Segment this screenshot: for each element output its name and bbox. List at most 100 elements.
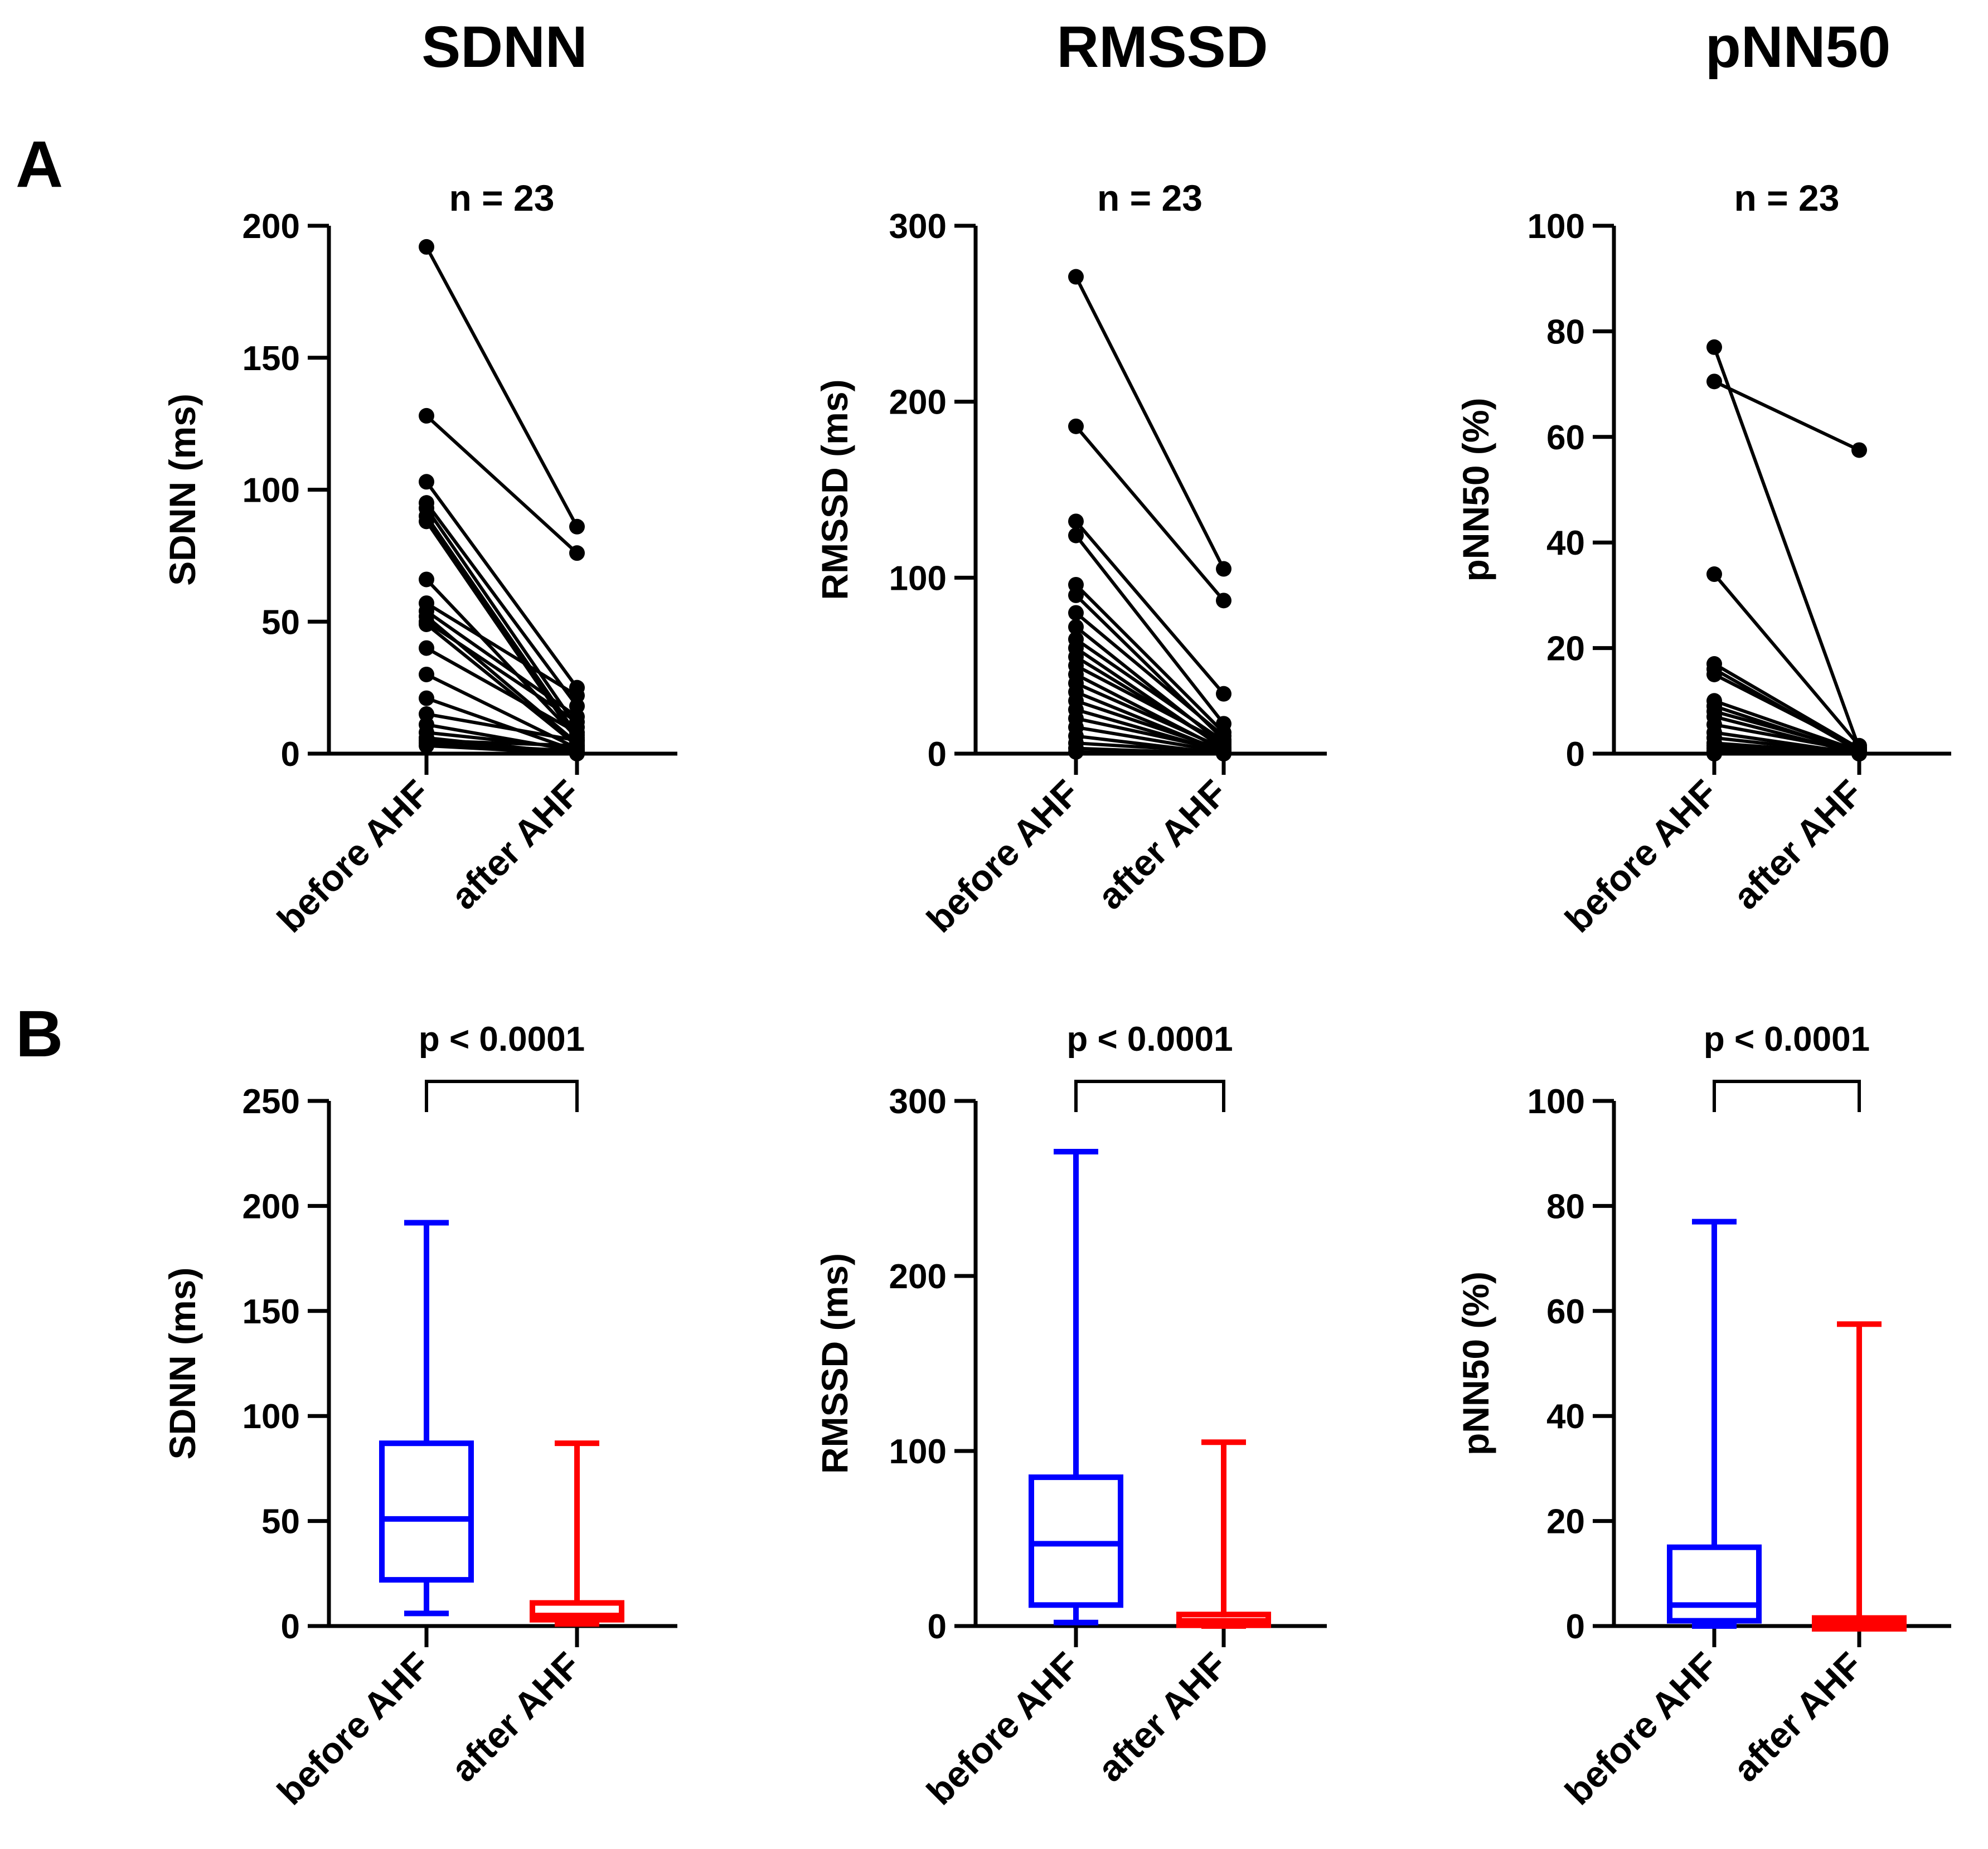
x-tick-label: before AHF xyxy=(269,772,438,940)
point-after xyxy=(569,746,585,761)
point-before xyxy=(1706,746,1722,761)
pair-line xyxy=(426,744,578,755)
pair-line xyxy=(1074,583,1225,734)
point-after xyxy=(569,518,585,535)
y-axis-label: RMSSD (ms) xyxy=(814,379,855,600)
box-iqr xyxy=(1667,1544,1762,1624)
box-before xyxy=(1667,1219,1762,1629)
y-tick-label: 80 xyxy=(1546,313,1585,351)
pair-line xyxy=(1714,710,1860,753)
y-tick-label: 0 xyxy=(928,735,947,774)
pair-line xyxy=(1714,699,1860,753)
y-tick-label: 200 xyxy=(889,384,947,422)
pair-line xyxy=(1075,681,1225,750)
x-tick-label: before AHF xyxy=(1557,772,1725,940)
point-after xyxy=(569,687,585,703)
x-tick-label: after AHF xyxy=(443,1644,588,1790)
p-value-label: p < 0.0001 xyxy=(1066,1020,1233,1059)
y-axis-label: pNN50 (%) xyxy=(1455,1272,1496,1455)
point-before xyxy=(1068,513,1084,530)
y-tick-label: 200 xyxy=(243,207,300,246)
point-after xyxy=(569,545,585,561)
pair-line xyxy=(426,712,578,742)
significance-bracket xyxy=(1713,1080,1861,1112)
point-before xyxy=(1068,744,1084,760)
y-tick-label: 40 xyxy=(1546,1397,1585,1436)
pair-line xyxy=(1075,612,1225,737)
pair-line xyxy=(1075,741,1224,754)
y-tick-label: 100 xyxy=(1528,207,1585,246)
y-tick-label: 0 xyxy=(281,1608,300,1646)
x-tick-label: after AHF xyxy=(443,772,588,918)
sample-size-label: n = 23 xyxy=(1734,177,1840,219)
point-after xyxy=(1216,593,1231,609)
x-tick-label: before AHF xyxy=(269,1644,438,1813)
x-tick-label: before AHF xyxy=(919,1644,1087,1813)
x-tick-label: after AHF xyxy=(1725,1644,1870,1790)
pair-line xyxy=(1074,425,1225,602)
p-value-label: p < 0.0001 xyxy=(419,1020,585,1059)
pair-line xyxy=(426,696,578,753)
y-tick-label: 0 xyxy=(928,1608,947,1646)
pair-line xyxy=(1075,725,1224,754)
box-iqr xyxy=(530,1600,624,1623)
y-tick-label: 100 xyxy=(243,1397,300,1436)
y-tick-label: 200 xyxy=(243,1187,300,1226)
pair-line xyxy=(425,609,578,719)
pair-line xyxy=(1714,722,1860,753)
sample-size-label: n = 23 xyxy=(449,177,555,219)
y-tick-label: 200 xyxy=(889,1258,947,1296)
column-title-pnn50: pNN50 xyxy=(1705,14,1891,80)
panel-a-pnn50: 0 20 40 60 80 100 pNN50 (%) before AHF after AHF… xyxy=(1455,177,1951,940)
point-before xyxy=(1068,619,1084,635)
point-before xyxy=(1068,269,1084,285)
point-before xyxy=(1068,418,1084,434)
y-tick-label: 250 xyxy=(243,1083,300,1121)
y-tick-label: 300 xyxy=(889,207,947,246)
pair-line xyxy=(1713,673,1860,750)
pair-line xyxy=(425,646,578,734)
pair-line xyxy=(425,414,579,555)
pair-line xyxy=(1713,346,1861,749)
pair-line xyxy=(1074,520,1225,695)
y-axis-label: SDNN (ms) xyxy=(162,394,203,586)
y-tick-label: 0 xyxy=(1566,735,1585,774)
box-after xyxy=(1176,1439,1271,1629)
point-before xyxy=(419,666,434,682)
point-before xyxy=(419,616,434,632)
pair-line xyxy=(1075,699,1224,752)
point-before xyxy=(1706,339,1722,355)
pair-line xyxy=(425,481,579,689)
point-before xyxy=(1706,566,1722,583)
pair-line xyxy=(1075,716,1224,752)
pair-line xyxy=(1074,276,1225,570)
x-tick-label: before AHF xyxy=(1557,1644,1725,1813)
y-tick-label: 150 xyxy=(243,1293,300,1331)
column-title-rmssd: RMSSD xyxy=(1056,14,1268,80)
point-before xyxy=(1706,666,1722,682)
column-title-sdnn: SDNN xyxy=(421,14,588,80)
point-before xyxy=(419,239,434,255)
y-tick-label: 60 xyxy=(1546,1293,1585,1331)
significance-bracket xyxy=(1074,1080,1225,1112)
p-value-label: p < 0.0001 xyxy=(1704,1020,1870,1059)
point-before xyxy=(1068,527,1084,543)
sample-size-label: n = 23 xyxy=(1097,177,1203,219)
pair-line xyxy=(425,623,578,748)
significance-bracket xyxy=(425,1080,579,1112)
pair-line xyxy=(425,578,579,739)
point-after xyxy=(1216,686,1231,702)
y-tick-label: 100 xyxy=(243,472,300,510)
pair-line xyxy=(1713,380,1860,452)
panel-b-pnn50: 0 20 40 60 80 100 pNN50 (%) before AHF after AHF… xyxy=(1455,1020,1951,1813)
y-tick-label: 20 xyxy=(1546,1503,1585,1541)
y-tick-label: 80 xyxy=(1546,1187,1585,1226)
y-axis-label: pNN50 (%) xyxy=(1455,397,1496,581)
x-tick-label: after AHF xyxy=(1089,1644,1235,1790)
y-tick-label: 150 xyxy=(243,339,300,378)
pair-line xyxy=(1075,750,1224,755)
row-label-a: A xyxy=(16,128,63,201)
y-tick-label: 0 xyxy=(281,735,300,774)
point-before xyxy=(1068,587,1084,603)
